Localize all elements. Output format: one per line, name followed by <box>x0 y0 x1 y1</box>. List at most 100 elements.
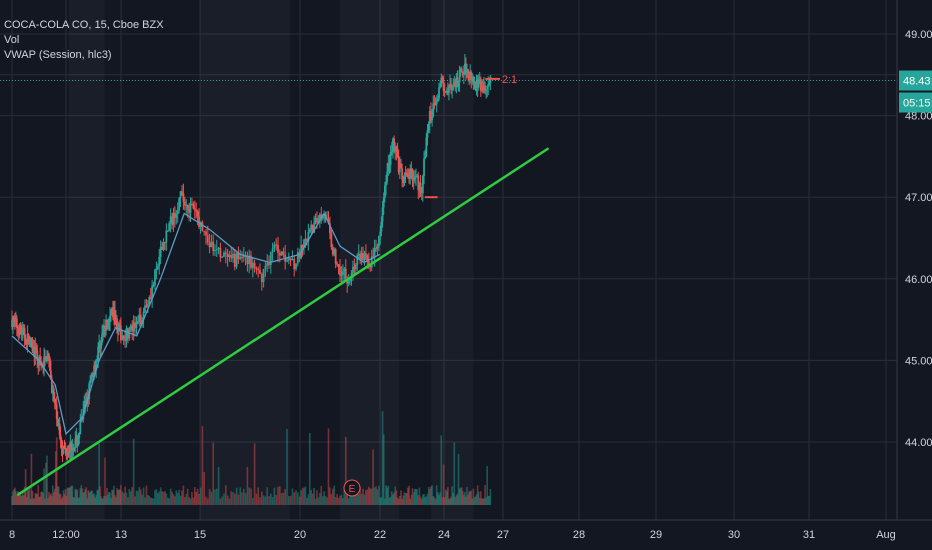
trendline[interactable] <box>16 147 550 497</box>
volume-bar <box>141 494 143 505</box>
candle-body <box>182 193 185 202</box>
volume-indicator-label[interactable]: Vol <box>4 34 20 46</box>
last-price-tag[interactable] <box>899 70 932 91</box>
countdown-tag[interactable] <box>899 92 932 113</box>
volume-bar <box>350 494 353 505</box>
candle-body <box>221 256 224 258</box>
volume-bar <box>426 493 429 505</box>
candle-body <box>486 86 489 90</box>
candle-body <box>134 322 136 328</box>
candle-body <box>458 70 461 83</box>
time-tick-label: 28 <box>573 529 585 541</box>
volume-bar <box>208 489 211 505</box>
volume-bar <box>387 485 390 505</box>
volume-bar <box>72 497 75 505</box>
volume-bar <box>418 487 421 505</box>
candle-body <box>424 156 427 159</box>
candle-body <box>186 204 189 209</box>
candle-body <box>376 246 379 249</box>
candle-body <box>341 271 344 275</box>
candle-body <box>161 246 163 250</box>
earnings-label[interactable]: E <box>349 484 356 495</box>
volume-bar <box>439 492 441 505</box>
volume-bar <box>16 494 18 505</box>
candle-body <box>165 230 168 243</box>
volume-bar <box>53 488 56 505</box>
volume-bar <box>65 495 68 505</box>
candle-body <box>208 242 211 248</box>
volume-bar <box>409 498 412 505</box>
volume-bar <box>124 486 126 505</box>
volume-bar <box>384 498 386 505</box>
volume-bar <box>489 489 492 505</box>
volume-bar <box>268 496 270 505</box>
candle-body <box>131 325 134 332</box>
volume-bar <box>470 490 473 505</box>
volume-bar <box>52 485 54 505</box>
candle-body <box>354 264 357 270</box>
volume-bar <box>82 492 85 505</box>
volume-bar <box>485 497 487 505</box>
volume-bar <box>51 495 53 505</box>
volume-bar <box>118 489 120 505</box>
volume-bar <box>471 498 474 505</box>
volume-bar <box>192 497 195 505</box>
candle-body <box>405 173 408 175</box>
candle-body <box>138 314 141 322</box>
candle-body <box>80 416 83 423</box>
volume-bar <box>58 493 61 505</box>
order-label[interactable]: 2:1 <box>502 74 517 86</box>
candle-body <box>57 423 60 426</box>
volume-bar <box>456 493 459 505</box>
candle-body <box>369 265 372 268</box>
drawings[interactable]: 2:1 E <box>0 74 897 497</box>
candle-body <box>461 71 464 76</box>
candle-body <box>171 216 173 225</box>
candle-body <box>217 247 220 250</box>
candle-body <box>132 322 135 332</box>
volume-bar <box>394 486 397 505</box>
candle-body <box>168 223 171 232</box>
candle-body <box>428 111 431 125</box>
volume-bar <box>103 495 105 505</box>
volume-bar <box>131 487 134 505</box>
volume-bar <box>144 497 146 505</box>
candle-body <box>436 98 439 102</box>
candle-body <box>470 71 473 80</box>
volume-bar <box>66 487 69 505</box>
volume-bar <box>395 490 398 505</box>
symbol-title[interactable]: COCA-COLA CO, 15, Cboe BZX <box>4 19 164 31</box>
candle-body <box>116 317 118 330</box>
candle-body <box>396 151 399 158</box>
volume-bar <box>438 494 440 505</box>
earnings-marker[interactable] <box>343 479 361 497</box>
candle-body <box>453 81 456 87</box>
volume-bar <box>199 487 202 505</box>
candle-body <box>166 230 169 232</box>
volume-bar <box>255 493 258 505</box>
candle-body <box>367 260 370 266</box>
volume-bar <box>248 487 250 505</box>
time-tick-label: Aug <box>876 529 896 541</box>
volume-bar <box>303 487 305 505</box>
volume-bar <box>316 490 318 505</box>
candle-body <box>303 239 305 248</box>
volume-bar <box>483 498 485 505</box>
volume-bar <box>165 493 168 505</box>
volume-bar <box>28 486 31 505</box>
volume-bar <box>443 497 446 505</box>
volume-bar <box>106 488 108 505</box>
candle-body <box>67 451 70 454</box>
volume-bar <box>185 494 188 505</box>
vwap-indicator-label[interactable]: VWAP (Session, hlc3) <box>4 49 112 61</box>
volume-bar <box>327 428 330 505</box>
volume-bar <box>342 498 344 505</box>
candle-body <box>357 253 360 256</box>
candle-body <box>33 346 36 358</box>
candle-body <box>185 204 188 206</box>
candle-body <box>456 77 459 87</box>
candle-body <box>93 365 96 377</box>
